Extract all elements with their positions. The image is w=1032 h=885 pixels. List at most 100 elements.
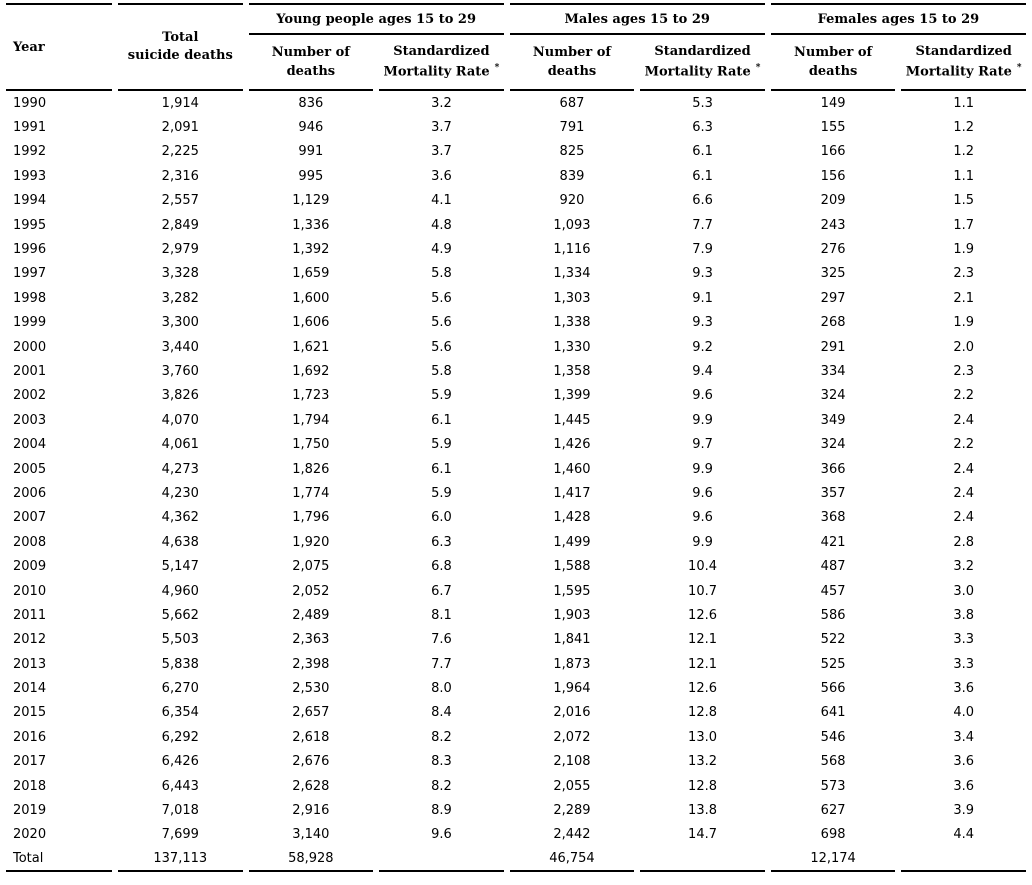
value-cell: 13.2	[688, 754, 717, 770]
value-cell: 9.6	[692, 510, 713, 526]
year-data-row: 2016 6,292 2,618 8.2 2,072 13.0 546 3.4	[6, 725, 1026, 749]
value-cell: 1,600	[292, 290, 330, 306]
value-cell: 2.4	[953, 510, 975, 526]
value-cell: 6.1	[692, 168, 713, 184]
value-cell: 7.7	[431, 656, 452, 672]
value-cell: 2.0	[953, 339, 975, 355]
value-cell: 5.6	[431, 315, 452, 331]
value-cell: 5,503	[161, 632, 199, 648]
value-cell: 1,338	[553, 315, 591, 331]
year-data-row: 2008 4,638 1,920 6.3 1,499 9.9 421 2.8	[6, 530, 1026, 554]
year-data-row: 2014 6,270 2,530 8.0 1,964 12.6 566 3.6	[6, 676, 1026, 700]
value-cell: 1,428	[553, 510, 591, 526]
value-cell: 7.6	[431, 632, 452, 648]
males-number-of-deaths-header: Number of deaths	[509, 35, 635, 91]
value-cell: 243	[820, 217, 846, 233]
value-cell: 2,676	[292, 754, 330, 770]
value-cell: 5.8	[431, 363, 452, 379]
value-cell: 573	[820, 778, 846, 794]
year-data-row: 2003 4,070 1,794 6.1 1,445 9.9 349 2.4	[6, 408, 1026, 432]
value-cell: 3.2	[953, 559, 975, 575]
value-cell: 7.7	[692, 217, 713, 233]
year-data-row: 1996 2,979 1,392 4.9 1,116 7.9 276 1.9	[6, 237, 1026, 261]
value-cell: 546	[820, 729, 846, 745]
value-cell: 12,174	[770, 847, 896, 872]
year-data-row: 2011 5,662 2,489 8.1 1,903 12.6 586 3.8	[6, 603, 1026, 627]
year-data-row: 2019 7,018 2,916 8.9 2,289 13.8 627 3.9	[6, 798, 1026, 822]
value-cell: 2,225	[161, 144, 199, 160]
value-cell: 5.3	[692, 95, 713, 111]
year-data-row: 2004 4,061 1,750 5.9 1,426 9.7 324 2.2	[6, 432, 1026, 456]
year-cell: 1997	[13, 266, 47, 282]
year-data-row: 1991 2,091 946 3.7 791 6.3 155 1.2	[6, 115, 1026, 139]
year-data-row: 2012 5,503 2,363 7.6 1,841 12.1 522 3.3	[6, 628, 1026, 652]
year-data-row: 1990 1,914 836 3.2 687 5.3 149 1.1	[6, 91, 1026, 115]
value-cell: 14.7	[688, 827, 717, 843]
value-cell: 8.1	[431, 607, 452, 623]
year-cell: 2018	[13, 778, 47, 794]
year-cell: 2005	[13, 461, 47, 477]
value-cell: 2.2	[953, 437, 975, 453]
value-cell: 1,588	[553, 559, 591, 575]
value-cell: 2,108	[553, 754, 591, 770]
value-cell: 6,443	[161, 778, 199, 794]
value-cell: 1,920	[292, 534, 330, 550]
value-cell: 2,052	[292, 583, 330, 599]
value-cell: 1,841	[553, 632, 591, 648]
year-cell: 2015	[13, 705, 47, 721]
value-cell: 1,595	[553, 583, 591, 599]
value-cell: 12.8	[688, 705, 717, 721]
value-cell: 946	[298, 120, 324, 136]
value-cell: 1,330	[553, 339, 591, 355]
value-cell: 3,300	[161, 315, 199, 331]
year-data-row: 1999 3,300 1,606 5.6 1,338 9.3 268 1.9	[6, 311, 1026, 335]
value-cell: 2,618	[292, 729, 330, 745]
year-data-row: 2020 7,699 3,140 9.6 2,442 14.7 698 4.4	[6, 823, 1026, 847]
value-cell: 2,530	[292, 681, 330, 697]
year-cell: 1991	[13, 120, 47, 136]
year-cell: 1996	[13, 242, 47, 258]
value-cell: 1,129	[292, 193, 330, 209]
value-cell: 4,638	[161, 534, 199, 550]
value-cell: 457	[820, 583, 846, 599]
value-cell: 268	[820, 315, 846, 331]
value-cell: 2.4	[953, 412, 975, 428]
value-cell: 627	[820, 803, 846, 819]
year-data-row: 2001 3,760 1,692 5.8 1,358 9.4 334 2.3	[6, 359, 1026, 383]
value-cell: 7.9	[692, 242, 713, 258]
group-header-males: Males ages 15 to 29	[509, 3, 765, 35]
year-cell: 2000	[13, 339, 47, 355]
value-cell: 2,979	[161, 242, 199, 258]
value-cell: 5,838	[161, 656, 199, 672]
value-cell: 687	[559, 95, 585, 111]
value-cell: 1.9	[953, 315, 975, 331]
value-cell: 5.9	[431, 437, 452, 453]
year-data-row: 2005 4,273 1,826 6.1 1,460 9.9 366 2.4	[6, 457, 1026, 481]
year-cell: 1992	[13, 144, 47, 160]
value-cell: 5,147	[161, 559, 199, 575]
value-cell: 3.2	[431, 95, 452, 111]
value-cell: 2,489	[292, 607, 330, 623]
year-data-row: 1998 3,282 1,600 5.6 1,303 9.1 297 2.1	[6, 286, 1026, 310]
value-cell: 825	[559, 144, 585, 160]
smr-label: Standardized Mortality Rate	[905, 44, 1012, 80]
value-cell: 3,760	[161, 363, 199, 379]
value-cell: 4,362	[161, 510, 199, 526]
value-cell: 568	[820, 754, 846, 770]
value-cell: 2,316	[161, 168, 199, 184]
value-cell: 7,018	[161, 803, 199, 819]
value-cell: 2,091	[161, 120, 199, 136]
value-cell: 1,621	[292, 339, 330, 355]
value-cell: 1,774	[292, 485, 330, 501]
value-cell: 2,557	[161, 193, 199, 209]
value-cell: 1,358	[553, 363, 591, 379]
value-cell: 1,796	[292, 510, 330, 526]
value-cell: 566	[820, 681, 846, 697]
value-cell: 324	[820, 437, 846, 453]
value-cell: 324	[820, 388, 846, 404]
value-cell: 4.0	[953, 705, 975, 721]
value-cell: 9.3	[692, 315, 713, 331]
year-data-row: 2007 4,362 1,796 6.0 1,428 9.6 368 2.4	[6, 506, 1026, 530]
value-cell	[901, 847, 1026, 872]
